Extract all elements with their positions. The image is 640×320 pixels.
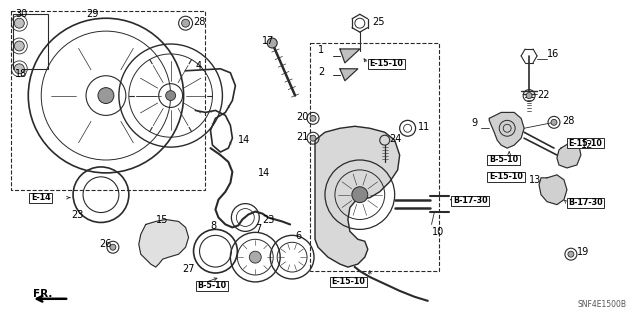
- Circle shape: [526, 92, 532, 99]
- Circle shape: [310, 135, 316, 141]
- Text: E-15-10: E-15-10: [569, 139, 603, 148]
- Text: 28: 28: [562, 116, 574, 126]
- Polygon shape: [340, 69, 358, 81]
- Polygon shape: [340, 49, 360, 63]
- Text: 11: 11: [417, 122, 430, 132]
- Bar: [567, 198, 604, 208]
- Text: 24: 24: [390, 134, 402, 144]
- Text: 23: 23: [262, 214, 275, 225]
- Text: E-15-10: E-15-10: [489, 172, 523, 181]
- Polygon shape: [315, 126, 399, 267]
- Text: 28: 28: [193, 17, 206, 27]
- Text: 7: 7: [255, 224, 262, 235]
- Bar: [330, 277, 367, 287]
- Circle shape: [551, 119, 557, 125]
- Polygon shape: [139, 220, 189, 267]
- Circle shape: [14, 18, 24, 28]
- Text: 23: 23: [71, 210, 83, 220]
- Polygon shape: [557, 142, 581, 168]
- Text: 20: 20: [296, 112, 308, 123]
- Circle shape: [352, 187, 368, 203]
- Circle shape: [110, 244, 116, 250]
- Text: 29: 29: [86, 9, 99, 19]
- Bar: [310, 43, 440, 271]
- Circle shape: [166, 91, 175, 100]
- Bar: [368, 59, 405, 69]
- Text: B-17-30: B-17-30: [453, 196, 488, 205]
- Text: FR.: FR.: [33, 289, 52, 299]
- Text: 8: 8: [211, 221, 216, 231]
- Text: 9: 9: [471, 118, 477, 128]
- Text: 26: 26: [99, 239, 111, 249]
- Text: 15: 15: [156, 214, 168, 225]
- Text: E-14: E-14: [31, 193, 51, 202]
- Circle shape: [14, 64, 24, 74]
- Circle shape: [568, 251, 574, 257]
- Bar: [567, 138, 604, 148]
- Text: 10: 10: [431, 228, 444, 237]
- Text: B-5-10: B-5-10: [197, 281, 227, 290]
- Circle shape: [310, 116, 316, 121]
- Text: 21: 21: [296, 132, 308, 142]
- Bar: [12, 11, 205, 190]
- Text: 17: 17: [262, 36, 275, 46]
- Text: SNF4E1500B: SNF4E1500B: [578, 300, 627, 309]
- Text: 27: 27: [182, 264, 195, 274]
- Text: 19: 19: [577, 247, 589, 257]
- Circle shape: [182, 19, 189, 27]
- Circle shape: [268, 38, 277, 48]
- Text: 30: 30: [15, 9, 28, 19]
- Text: 2: 2: [318, 67, 324, 77]
- Text: 22: 22: [537, 90, 550, 100]
- Text: 16: 16: [547, 49, 559, 59]
- Polygon shape: [539, 175, 567, 204]
- Circle shape: [98, 88, 114, 103]
- Text: 14: 14: [238, 135, 251, 145]
- Text: 1: 1: [318, 45, 324, 55]
- Bar: [13, 14, 48, 69]
- Text: E-15-10: E-15-10: [332, 277, 365, 286]
- Text: 6: 6: [295, 231, 301, 241]
- Text: 14: 14: [259, 168, 271, 178]
- Text: 13: 13: [529, 175, 541, 185]
- Bar: [196, 281, 228, 291]
- Text: 12: 12: [581, 140, 593, 150]
- Text: B-17-30: B-17-30: [568, 198, 603, 207]
- Polygon shape: [489, 112, 524, 148]
- Circle shape: [250, 251, 261, 263]
- Text: 18: 18: [15, 69, 28, 79]
- Text: 4: 4: [196, 61, 202, 71]
- Bar: [487, 155, 520, 165]
- Text: E-15-10: E-15-10: [369, 59, 403, 68]
- Bar: [451, 196, 489, 206]
- Text: B-5-10: B-5-10: [489, 156, 518, 164]
- Bar: [487, 172, 525, 182]
- Text: 25: 25: [372, 17, 384, 27]
- Circle shape: [14, 41, 24, 51]
- Bar: [29, 193, 52, 203]
